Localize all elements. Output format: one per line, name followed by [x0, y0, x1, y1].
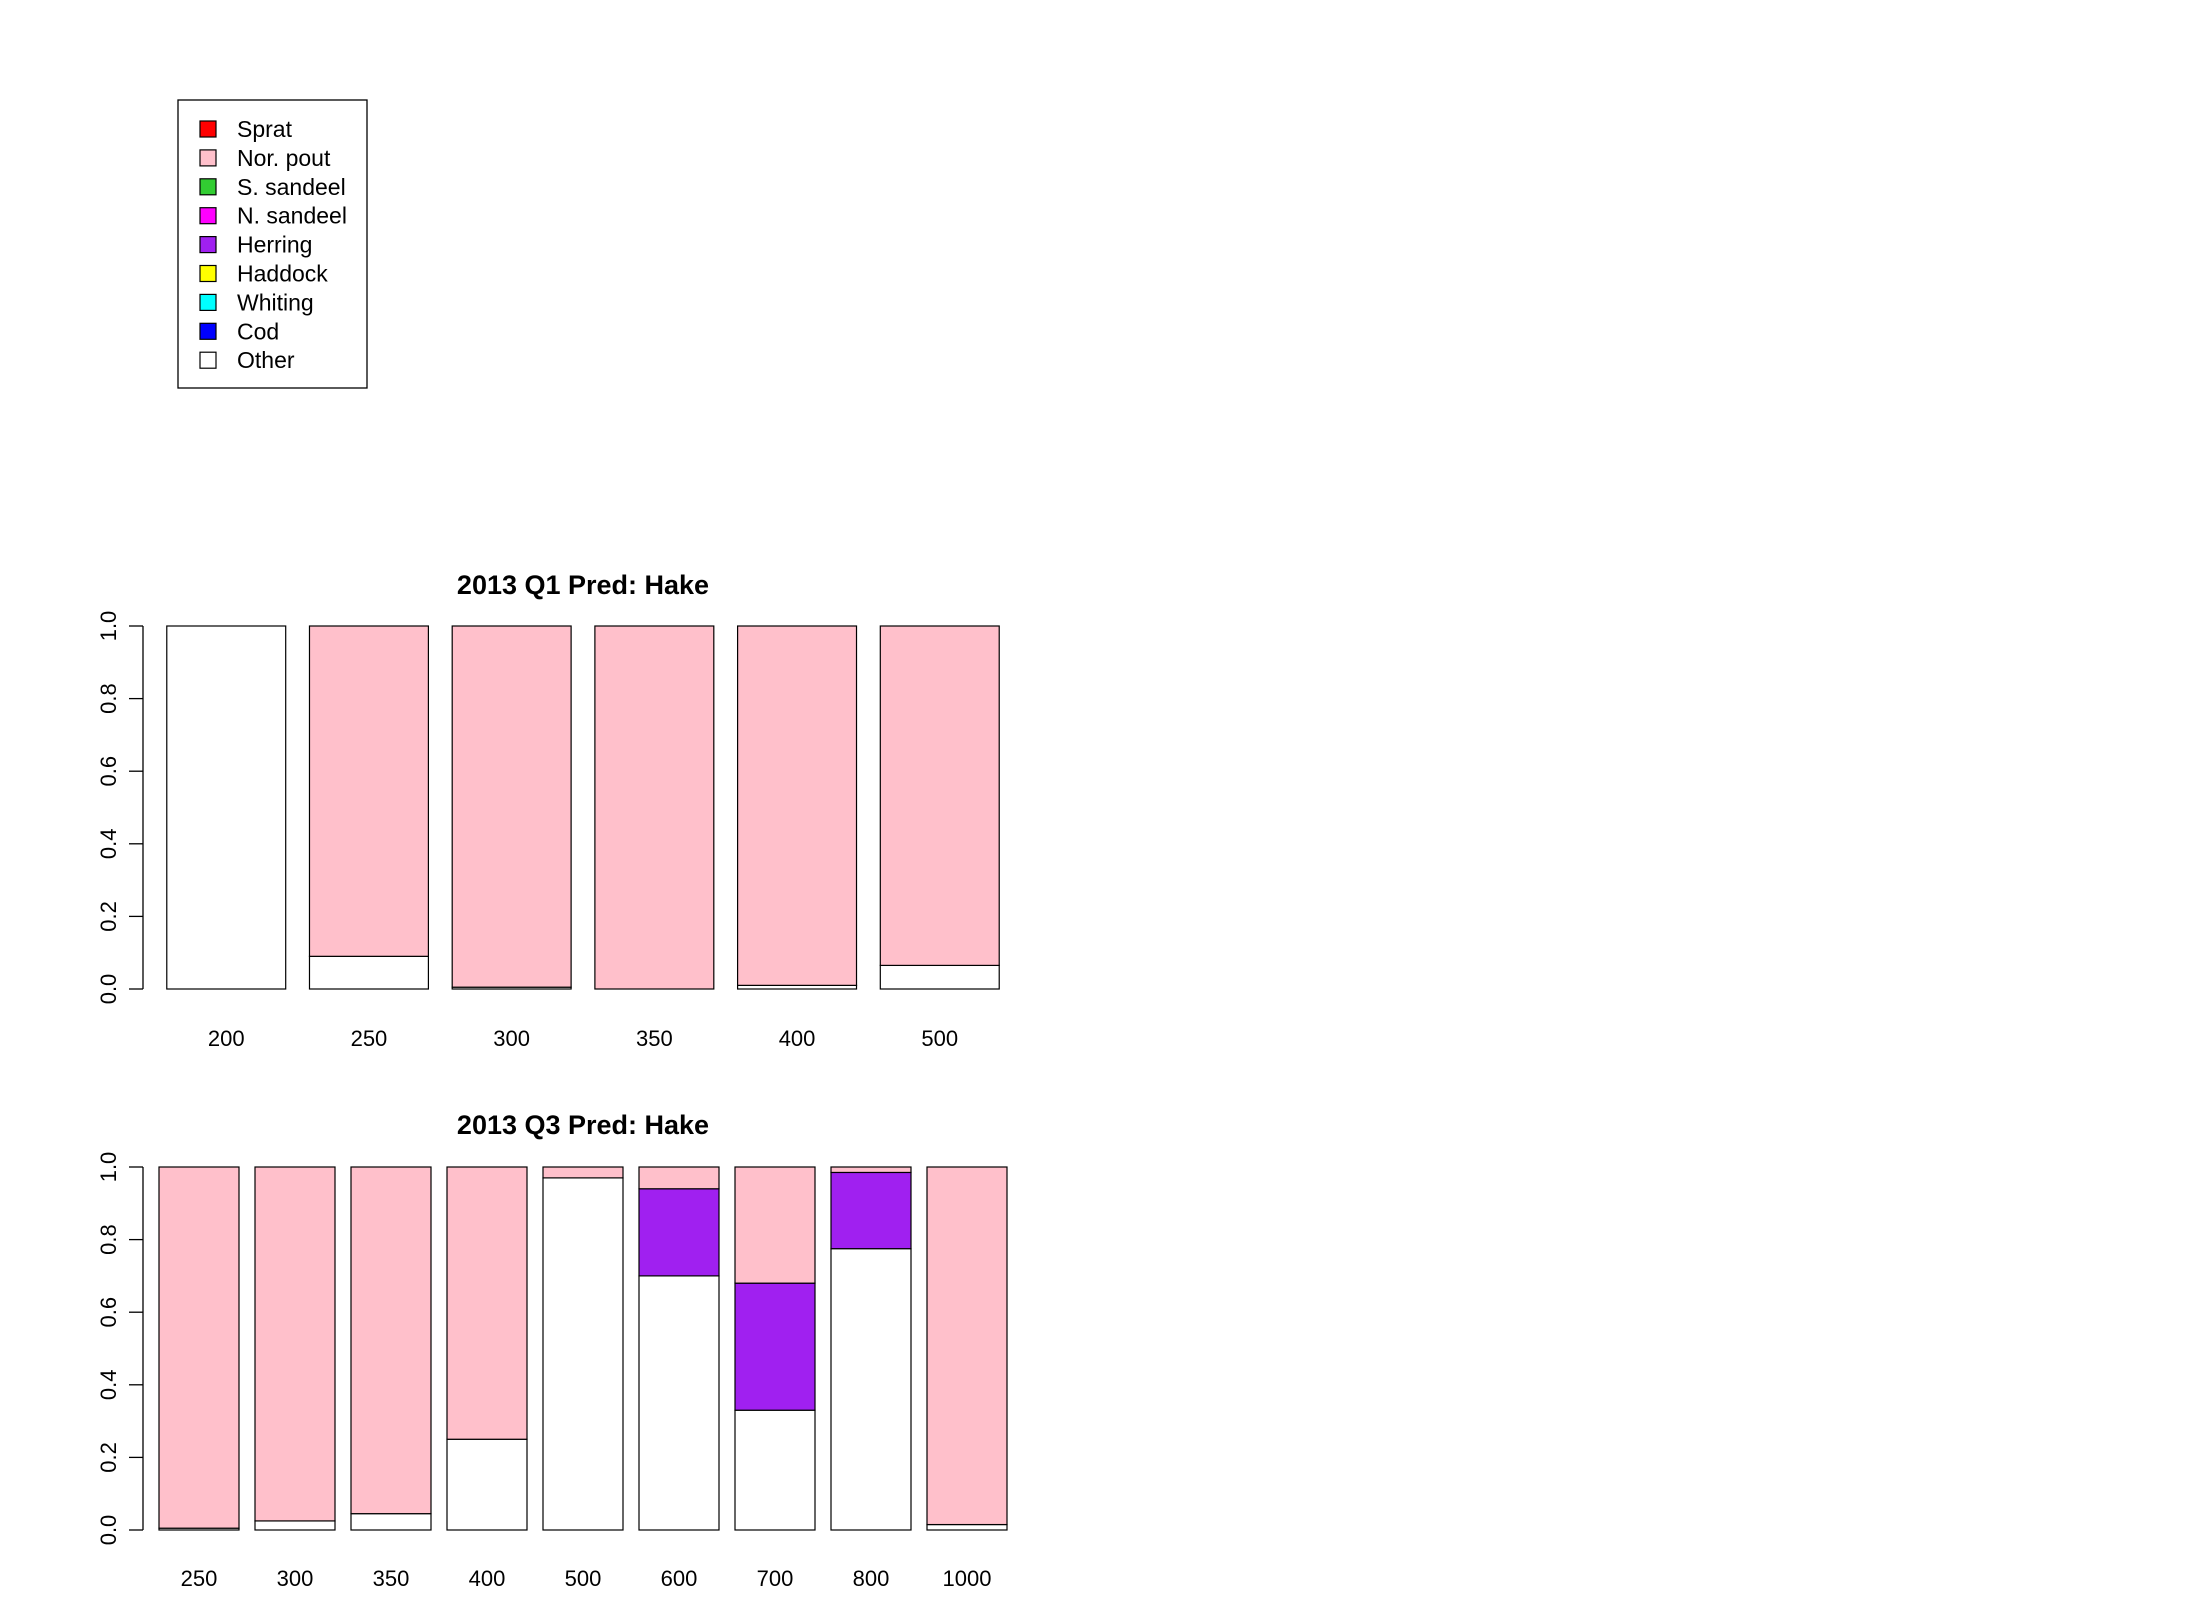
legend-box: [177, 99, 368, 389]
x-category-label: 300: [277, 1566, 314, 1591]
bar-segment-nor-pout: [879, 625, 1000, 967]
y-tick-label: 0.8: [96, 683, 121, 714]
bar-segment-nor-pout: [542, 1166, 624, 1179]
legend-swatch: [199, 293, 217, 311]
bar-segment-other: [166, 625, 287, 990]
bar-segment-nor-pout: [594, 625, 715, 990]
y-tick-label: 0.4: [96, 829, 121, 860]
legend: Sprat Nor. pout S. sandeel N. sandeel Herrin…: [177, 99, 368, 389]
bar-segment-nor-pout: [446, 1166, 528, 1440]
legend-swatch: [199, 207, 217, 225]
legend-label: Cod: [237, 318, 279, 344]
x-category-label: 700: [757, 1566, 794, 1591]
bar-segment-nor-pout: [254, 1166, 336, 1522]
y-tick-label: 0.6: [96, 1297, 121, 1328]
x-category-label: 350: [636, 1026, 673, 1051]
bar-segment-nor-pout: [158, 1166, 240, 1529]
x-category-label: 250: [351, 1026, 388, 1051]
y-tick-label: 0.8: [96, 1224, 121, 1255]
x-category-label: 500: [921, 1026, 958, 1051]
bar-segment-other: [308, 955, 430, 990]
y-tick-label: 0.2: [96, 1442, 121, 1473]
x-category-label: 200: [208, 1026, 245, 1051]
x-category-label: 400: [779, 1026, 816, 1051]
bar-segment-other: [879, 964, 1000, 990]
legend-swatch: [199, 236, 217, 254]
bar-segment-other: [542, 1177, 624, 1531]
legend-label: Herring: [237, 232, 312, 258]
legend-label: Other: [237, 347, 295, 373]
y-tick-label: 0.0: [96, 1515, 121, 1546]
bar-segment-other: [254, 1520, 336, 1531]
bar-segment-other: [830, 1248, 912, 1531]
legend-label: Sprat: [237, 116, 293, 142]
y-tick-label: 0.2: [96, 901, 121, 932]
bar-segment-nor-pout: [451, 625, 572, 988]
bar-segment-herring: [830, 1171, 912, 1250]
x-category-label: 1000: [943, 1566, 992, 1591]
bar-segment-other: [446, 1438, 528, 1531]
chart-title: 2013 Q3 Pred: Hake: [457, 1110, 709, 1140]
bar-segment-nor-pout: [734, 1166, 816, 1284]
y-tick-label: 0.0: [96, 974, 121, 1005]
bar-segment-herring: [638, 1188, 720, 1277]
chart-q1: 2013 Q1 Pred: Hake 0.0 0.2 0.4 0.6 0.8 1.0 200 2…: [96, 570, 1000, 1051]
bar-segment-nor-pout: [830, 1166, 912, 1174]
legend-label: Whiting: [237, 289, 314, 315]
bar-segment-nor-pout: [350, 1166, 432, 1515]
x-category-label: 350: [373, 1566, 410, 1591]
bar-segment-other: [734, 1409, 816, 1531]
legend-label: Nor. pout: [237, 145, 331, 171]
x-category-label: 600: [661, 1566, 698, 1591]
legend-label: S. sandeel: [237, 174, 346, 200]
bar-segment-herring: [734, 1282, 816, 1411]
legend-swatch: [199, 322, 217, 340]
y-tick-label: 1.0: [96, 611, 121, 642]
legend-swatch: [199, 178, 217, 196]
x-category-label: 250: [181, 1566, 218, 1591]
bar-segment-other: [638, 1275, 720, 1531]
legend-swatch: [199, 264, 217, 283]
bar-segment-other: [926, 1523, 1008, 1531]
y-tick-label: 0.4: [96, 1370, 121, 1401]
x-category-label: 300: [493, 1026, 530, 1051]
chart-title: 2013 Q1 Pred: Hake: [457, 570, 709, 600]
x-category-label: 400: [469, 1566, 506, 1591]
chart-q3: 2013 Q3 Pred: Hake 0.0 0.2 0.4 0.6 0.8 1.0 250 3…: [96, 1110, 1008, 1591]
x-category-label: 500: [565, 1566, 602, 1591]
x-category-label: 800: [853, 1566, 890, 1591]
y-tick-label: 1.0: [96, 1152, 121, 1183]
y-tick-label: 0.6: [96, 756, 121, 787]
legend-swatch: [199, 149, 217, 167]
legend-label: Haddock: [237, 261, 328, 287]
bar-segment-nor-pout: [308, 625, 430, 957]
legend-label: N. sandeel: [237, 203, 347, 229]
legend-swatch: [199, 120, 217, 138]
bar-segment-nor-pout: [736, 625, 858, 986]
bar-segment-nor-pout: [638, 1166, 720, 1190]
legend-swatch: [199, 351, 217, 369]
bar-segment-nor-pout: [926, 1166, 1008, 1526]
bar-segment-other: [350, 1513, 432, 1531]
